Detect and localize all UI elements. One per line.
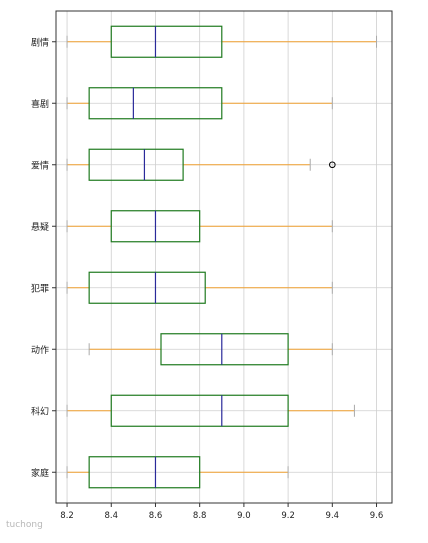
box-1-iqr-box xyxy=(88,87,223,120)
box-4-iqr-box xyxy=(88,271,206,304)
y-tick-label-5: 动作 xyxy=(31,344,49,356)
y-tick-label-3: 悬疑 xyxy=(31,222,49,233)
x-tick-label-6: 9.4 xyxy=(326,511,340,521)
y-tick-label-0: 剧情 xyxy=(31,36,49,48)
x-tick-label-2: 8.6 xyxy=(149,511,163,521)
watermark: tuchong xyxy=(6,520,43,530)
x-tick-label-4: 9.0 xyxy=(237,511,251,521)
y-tick-label-1: 喜剧 xyxy=(31,98,49,110)
y-tick-label-4: 犯罪 xyxy=(31,283,49,294)
x-tick-label-0: 8.2 xyxy=(60,511,74,521)
x-tick-label-5: 9.2 xyxy=(281,511,295,521)
box-7-iqr-box xyxy=(88,456,201,489)
x-tick-label-1: 8.4 xyxy=(104,511,118,521)
y-tick-label-7: 家庭 xyxy=(31,467,49,479)
box-5-iqr-box xyxy=(160,333,289,366)
box-6-iqr-box xyxy=(110,394,289,427)
box-0-iqr-box xyxy=(110,25,223,58)
x-tick-label-7: 9.6 xyxy=(370,511,384,521)
plot-frame xyxy=(55,10,393,504)
y-tick-label-2: 爱情 xyxy=(31,159,49,171)
x-tick-label-3: 8.8 xyxy=(193,511,207,521)
box-2-iqr-box xyxy=(88,148,184,181)
y-tick-label-6: 科幻 xyxy=(31,405,49,417)
box-2-outlier-0 xyxy=(329,161,336,169)
